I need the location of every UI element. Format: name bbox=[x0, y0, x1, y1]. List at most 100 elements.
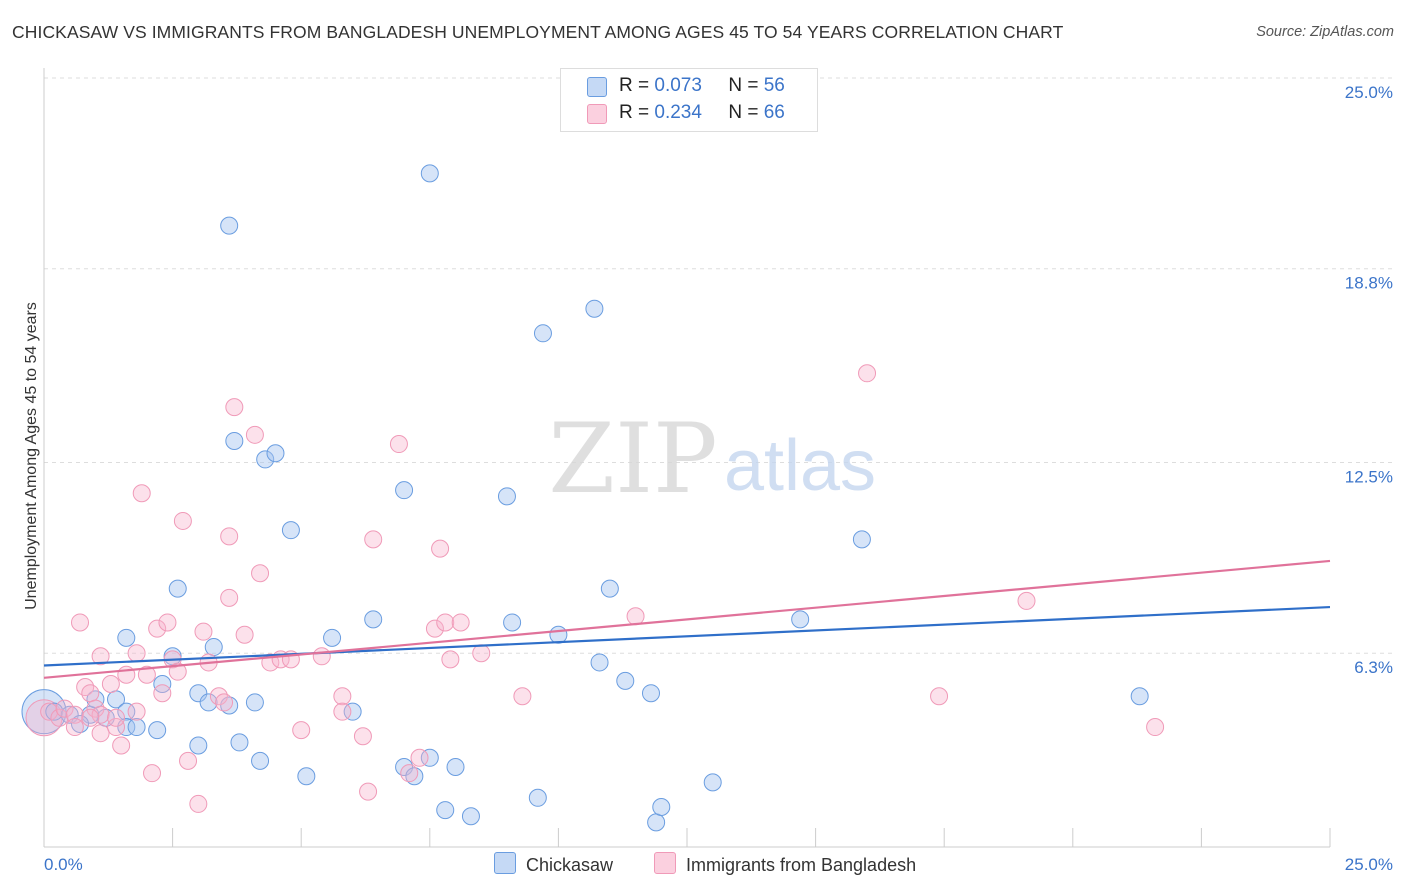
chickasaw-point bbox=[641, 684, 660, 703]
bangladesh-point bbox=[513, 687, 532, 706]
bangladesh-point bbox=[1017, 591, 1036, 610]
x-tick-label: 0.0% bbox=[44, 855, 83, 874]
chickasaw-point bbox=[117, 702, 136, 721]
bangladesh-point bbox=[81, 684, 100, 703]
legend-r-label: R = bbox=[619, 75, 655, 96]
bangladesh-point bbox=[431, 539, 450, 558]
chickasaw-point bbox=[281, 521, 300, 540]
bangladesh-point bbox=[333, 687, 352, 706]
chickasaw-point bbox=[590, 653, 609, 672]
bangladesh-point bbox=[858, 364, 877, 383]
bottom-legend-bangladesh: Immigrants from Bangladesh bbox=[654, 852, 916, 876]
chickasaw-point bbox=[1130, 687, 1149, 706]
chickasaw-point bbox=[343, 702, 362, 721]
chickasaw-point bbox=[549, 625, 568, 644]
chickasaw-point bbox=[364, 610, 383, 629]
bangladesh-point bbox=[91, 647, 110, 666]
bangladesh-point bbox=[91, 705, 110, 724]
chickasaw-point bbox=[189, 684, 208, 703]
bangladesh-point bbox=[930, 687, 949, 706]
grid-lines bbox=[44, 77, 1394, 654]
legend-r-value: 0.234 bbox=[654, 102, 702, 123]
bangladesh-point bbox=[1146, 718, 1165, 737]
chickasaw-point bbox=[446, 758, 465, 777]
bangladesh-point bbox=[400, 764, 419, 783]
trend-lines bbox=[43, 559, 1331, 679]
chickasaw-point bbox=[703, 773, 722, 792]
bangladesh-point bbox=[127, 644, 146, 663]
bangladesh-point bbox=[148, 619, 167, 638]
legend-n-value: 66 bbox=[763, 102, 785, 123]
correlation-legend: R = 0.073 N = 56 R = 0.234 N = 66 bbox=[560, 68, 818, 132]
chickasaw-point bbox=[230, 733, 249, 752]
legend-swatch-chickasaw bbox=[587, 77, 607, 97]
chickasaw-point bbox=[497, 487, 516, 506]
bangladesh-point bbox=[40, 702, 59, 721]
bangladesh-point bbox=[353, 727, 372, 746]
y-tick-label: 25.0% bbox=[1345, 83, 1393, 102]
bottom-legend-chickasaw: Chickasaw bbox=[494, 852, 613, 876]
bangladesh-point bbox=[251, 564, 270, 583]
chickasaw-point bbox=[600, 579, 619, 598]
chickasaw-point bbox=[204, 638, 223, 657]
bangladesh-point bbox=[50, 708, 69, 727]
bangladesh-point bbox=[112, 736, 131, 755]
bangladesh-point bbox=[101, 674, 120, 693]
chickasaw-point bbox=[127, 718, 146, 737]
bangladesh-point bbox=[220, 527, 239, 546]
chickasaw-point bbox=[245, 693, 264, 712]
chickasaw-point bbox=[528, 788, 547, 807]
legend-r-label: R = bbox=[619, 102, 655, 123]
bangladesh-point bbox=[215, 693, 234, 712]
bangladesh-point bbox=[194, 622, 213, 641]
bangladesh-point bbox=[292, 721, 311, 740]
x-tick-label: 25.0% bbox=[1345, 855, 1393, 874]
bangladesh-point bbox=[364, 530, 383, 549]
bangladesh-point bbox=[436, 613, 455, 632]
chart-title: CHICKASAW VS IMMIGRANTS FROM BANGLADESH … bbox=[12, 22, 1064, 42]
source-label: Source: ZipAtlas.com bbox=[1256, 24, 1394, 40]
chickasaw-point bbox=[461, 807, 480, 826]
chickasaw-point bbox=[323, 628, 342, 647]
bangladesh-point bbox=[153, 684, 172, 703]
chickasaw-point bbox=[168, 579, 187, 598]
bangladesh-point bbox=[107, 708, 126, 727]
chickasaw-point bbox=[251, 751, 270, 770]
legend-n-label: N = bbox=[728, 75, 764, 96]
chickasaw-point bbox=[652, 798, 671, 817]
y-tick-label: 12.5% bbox=[1345, 468, 1393, 487]
bottom-legend-label: Immigrants from Bangladesh bbox=[686, 855, 917, 875]
chickasaw-point bbox=[256, 450, 275, 469]
chickasaw-point bbox=[585, 299, 604, 318]
bangladesh-point bbox=[225, 398, 244, 417]
bangladesh-point bbox=[107, 718, 126, 737]
bangladesh-point bbox=[451, 613, 470, 632]
legend-swatch-bangladesh bbox=[587, 104, 607, 124]
bottom-legend-swatch-bangladesh bbox=[654, 852, 676, 874]
bangladesh-point bbox=[235, 625, 254, 644]
bangladesh-point bbox=[220, 588, 239, 607]
bangladesh-point bbox=[143, 764, 162, 783]
chickasaw-point bbox=[148, 721, 167, 740]
axes bbox=[43, 68, 1331, 848]
bangladesh-point bbox=[245, 425, 264, 444]
chickasaw-point bbox=[405, 767, 424, 786]
bangladesh-point bbox=[65, 718, 84, 737]
legend-n-value: 56 bbox=[763, 75, 785, 96]
bangladesh-point bbox=[55, 699, 74, 718]
bangladesh-point bbox=[132, 484, 151, 503]
watermark-zip: ZIP bbox=[548, 403, 717, 515]
bangladesh-trend-line bbox=[43, 559, 1331, 679]
chickasaw-point bbox=[420, 748, 439, 767]
bangladesh-point bbox=[71, 613, 90, 632]
chickasaw-point bbox=[220, 696, 239, 715]
chickasaw-point bbox=[395, 481, 414, 500]
bangladesh-point bbox=[127, 702, 146, 721]
bottom-legend-label: Chickasaw bbox=[526, 855, 614, 875]
legend-n-label: N = bbox=[728, 102, 764, 123]
bangladesh-point bbox=[158, 613, 177, 632]
bangladesh-point bbox=[173, 511, 192, 530]
tick-labels: 6.3% 12.5% 18.8% 25.0% 0.0% 25.0% bbox=[44, 83, 1393, 874]
bangladesh-point bbox=[137, 665, 156, 684]
